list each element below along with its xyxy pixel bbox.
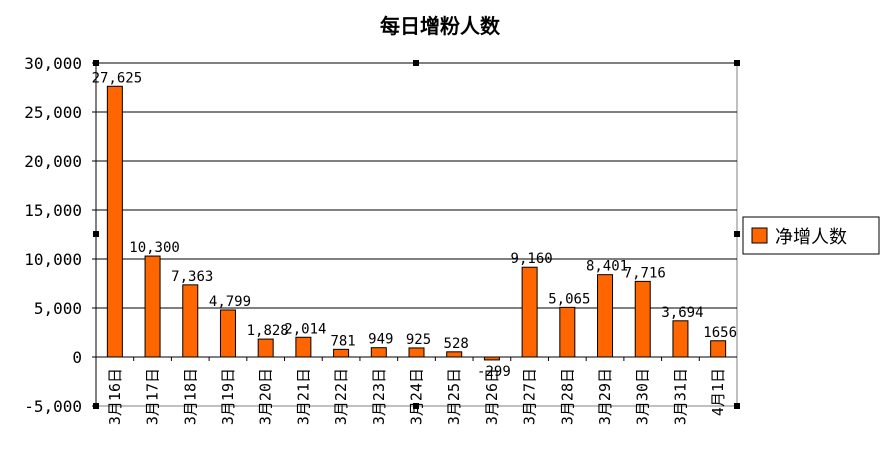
x-tick-label: 3月18日 xyxy=(181,368,199,425)
bar[interactable] xyxy=(257,338,274,358)
y-tick-label: 5,000 xyxy=(34,299,82,318)
legend: 净增人数 xyxy=(742,216,880,255)
data-label: 27,625 xyxy=(92,70,143,86)
data-label: 2,014 xyxy=(284,321,326,337)
data-label: 949 xyxy=(368,332,393,348)
selection-handle[interactable] xyxy=(413,403,419,409)
x-tick-label: 3月24日 xyxy=(408,368,426,425)
x-tick-label: 3月17日 xyxy=(144,368,162,425)
data-label: 5,065 xyxy=(548,291,590,307)
x-tick-label: 4月1日 xyxy=(709,368,727,416)
bar[interactable] xyxy=(597,274,614,358)
x-tick-label: 3月19日 xyxy=(219,368,237,425)
selection-handle[interactable] xyxy=(93,231,99,237)
data-label: 528 xyxy=(444,336,469,352)
legend-label: 净增人数 xyxy=(775,227,847,248)
bar[interactable] xyxy=(672,320,689,358)
bar[interactable] xyxy=(408,347,425,358)
bar[interactable] xyxy=(521,266,538,358)
selection-handle[interactable] xyxy=(734,403,740,409)
bar[interactable] xyxy=(144,255,161,358)
bar[interactable] xyxy=(106,85,123,358)
x-tick-label: 3月26日 xyxy=(483,368,501,425)
x-axis: 3月16日 3月17日 3月18日 3月19日 3月20日 3月21日 3月22日 3月23日… xyxy=(95,356,737,425)
data-label: 1,828 xyxy=(247,323,289,339)
bar[interactable] xyxy=(182,284,199,358)
chart-title: 每日增粉人数 xyxy=(380,14,501,38)
data-label: 781 xyxy=(330,333,355,349)
x-tick-label: 3月27日 xyxy=(521,368,539,425)
x-tick-label: 3月20日 xyxy=(257,368,275,425)
x-tick-label: 3月21日 xyxy=(294,368,312,425)
data-label: 3,694 xyxy=(661,305,703,321)
bar[interactable] xyxy=(219,309,236,358)
data-label: 9,160 xyxy=(511,251,553,267)
y-tick-label: 0 xyxy=(72,348,82,367)
bar[interactable] xyxy=(710,340,727,358)
x-tick-label: 3月23日 xyxy=(370,368,388,425)
y-tick-label: 20,000 xyxy=(24,152,82,171)
data-label: 1656 xyxy=(703,325,737,341)
selection-handle[interactable] xyxy=(734,231,740,237)
x-tick-label: 3月16日 xyxy=(106,368,124,425)
y-tick-label: 25,000 xyxy=(24,103,82,122)
bar[interactable] xyxy=(446,351,463,358)
bars xyxy=(106,85,727,361)
y-tick-label: 15,000 xyxy=(24,201,82,220)
data-label: 7,363 xyxy=(171,269,213,285)
selection-handle[interactable] xyxy=(734,60,740,66)
x-tick-label: 3月30日 xyxy=(634,368,652,425)
y-tick-label: 30,000 xyxy=(24,54,82,73)
bar[interactable] xyxy=(559,306,576,358)
x-tick-label: 3月22日 xyxy=(332,368,350,425)
y-tick-label: 10,000 xyxy=(24,250,82,269)
data-label: 10,300 xyxy=(129,240,180,256)
data-label: 8,401 xyxy=(586,259,628,275)
data-label: 4,799 xyxy=(209,294,251,310)
selection-handles xyxy=(93,60,740,409)
bar[interactable] xyxy=(295,336,312,358)
x-tick-label: 3月28日 xyxy=(558,368,576,425)
bar[interactable] xyxy=(333,348,350,358)
selection-handle[interactable] xyxy=(413,60,419,66)
y-tick-label: -5,000 xyxy=(24,397,82,416)
x-tick-label: 3月29日 xyxy=(596,368,614,425)
bar[interactable] xyxy=(370,347,387,358)
x-tick-label: 3月25日 xyxy=(445,368,463,425)
data-label: -299 xyxy=(477,364,511,380)
selection-handle[interactable] xyxy=(93,60,99,66)
legend-swatch xyxy=(751,227,768,244)
data-label: 7,716 xyxy=(624,265,666,281)
selection-handle[interactable] xyxy=(93,403,99,409)
data-label: 925 xyxy=(406,332,431,348)
bar[interactable] xyxy=(634,280,651,358)
x-tick-label: 3月31日 xyxy=(671,368,689,425)
y-axis: -5,000 0 5,000 10,000 15,000 20,000 25,000 30,0… xyxy=(24,54,97,416)
